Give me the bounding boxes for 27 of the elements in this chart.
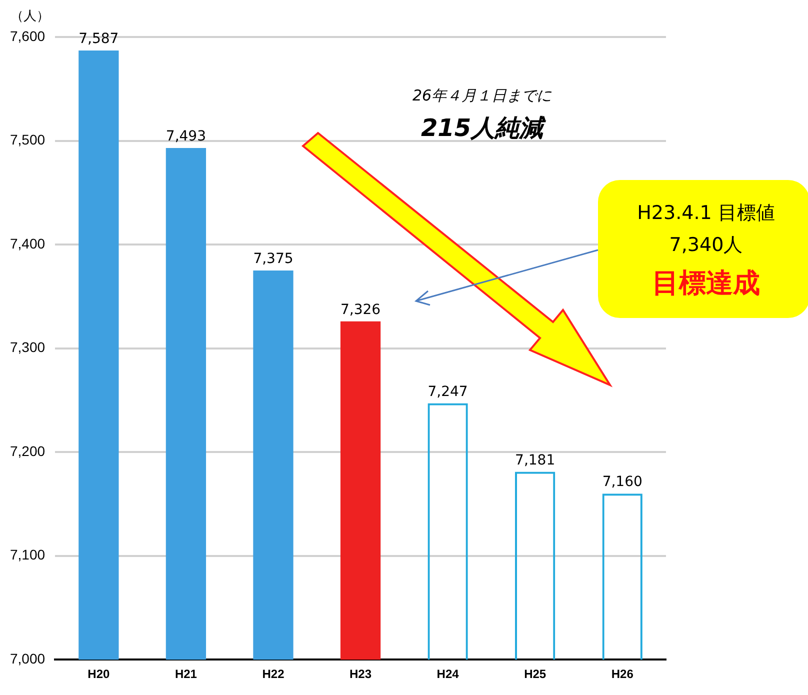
text: 7,340人: [669, 233, 743, 258]
y-tick-label: 7,100: [10, 546, 46, 563]
x-tick-label: H26: [611, 667, 634, 682]
data-label: 7,375: [253, 251, 294, 268]
x-tick-label: H22: [262, 667, 285, 682]
annotation: 215人純減: [420, 113, 544, 144]
data-label: 7,181: [515, 452, 556, 468]
annotation: 目標達成: [652, 267, 760, 301]
annotation: H23.4.1 目標値: [637, 201, 775, 226]
data-label: 7,160: [602, 474, 642, 490]
y-tick-label: 7,500: [10, 132, 46, 148]
data-label: 7,326: [340, 302, 381, 318]
x-tick-label: H23: [350, 667, 372, 682]
x-tick-label: H20: [88, 667, 110, 682]
data-label: 7,493: [166, 128, 206, 145]
y-tick-label: 7,200: [10, 442, 46, 459]
y-tick-label: 7,000: [10, 650, 46, 666]
y-tick-label: 7,600: [10, 28, 46, 44]
y-tick-label: 7,400: [10, 235, 46, 252]
x-tick-label: H21: [174, 667, 198, 682]
y-tick-label: 7,300: [10, 339, 46, 356]
data-label: 7,247: [428, 384, 468, 400]
x-tick-label: H24: [436, 667, 460, 682]
data-label: 7,587: [78, 31, 119, 48]
x-tick-label: H25: [524, 667, 546, 682]
annotation: 26年４月１日までに: [412, 86, 552, 106]
y-axis-title: （人）: [10, 8, 50, 25]
